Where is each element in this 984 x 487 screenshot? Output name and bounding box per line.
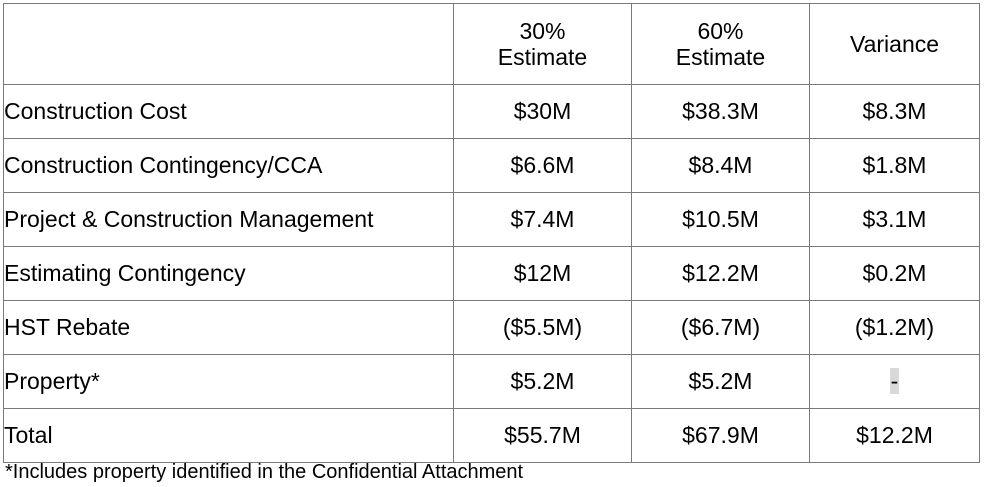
table-row: Construction Contingency/CCA $6.6M $8.4M… <box>3 138 980 193</box>
estimate-60-cell: $38.3M <box>631 84 810 139</box>
estimate-30-cell: $30M <box>453 84 632 139</box>
estimate-30-cell: $12M <box>453 246 632 301</box>
row-label: HST Rebate <box>3 300 454 355</box>
table-row: HST Rebate ($5.5M) ($6.7M) ($1.2M) <box>3 300 980 355</box>
estimate-60-cell: $8.4M <box>631 138 810 193</box>
row-label: Construction Cost <box>3 84 454 139</box>
variance-cell: $8.3M <box>809 84 980 139</box>
variance-cell: $3.1M <box>809 192 980 247</box>
footnote: *Includes property identified in the Con… <box>5 461 524 483</box>
row-label: Total <box>3 408 454 463</box>
header-blank-cell <box>3 3 454 85</box>
estimate-60-cell: $5.2M <box>631 354 810 409</box>
estimate-comparison-table: 30% Estimate 60% Estimate Variance Const… <box>3 3 980 463</box>
variance-cell: $1.8M <box>809 138 980 193</box>
row-label: Estimating Contingency <box>3 246 454 301</box>
row-label: Property* <box>3 354 454 409</box>
estimate-30-cell: ($5.5M) <box>453 300 632 355</box>
row-label: Project & Construction Management <box>3 192 454 247</box>
header-row: 30% Estimate 60% Estimate Variance <box>3 3 980 85</box>
estimate-30-cell: $55.7M <box>453 408 632 463</box>
variance-cell: $0.2M <box>809 246 980 301</box>
estimate-30-cell: $6.6M <box>453 138 632 193</box>
estimate-30-cell: $5.2M <box>453 354 632 409</box>
estimate-60-cell: $67.9M <box>631 408 810 463</box>
total-row: Total $55.7M $67.9M $12.2M <box>3 408 980 463</box>
estimate-60-cell: $12.2M <box>631 246 810 301</box>
estimate-60-cell: $10.5M <box>631 192 810 247</box>
header-60-estimate: 60% Estimate <box>631 3 810 85</box>
table-row: Construction Cost $30M $38.3M $8.3M <box>3 84 980 139</box>
header-variance: Variance <box>809 3 980 85</box>
variance-cell: - <box>809 354 980 409</box>
row-label: Construction Contingency/CCA <box>3 138 454 193</box>
table-row: Property* $5.2M $5.2M - <box>3 354 980 409</box>
table-row: Estimating Contingency $12M $12.2M $0.2M <box>3 246 980 301</box>
variance-cell: $12.2M <box>809 408 980 463</box>
header-30-estimate: 30% Estimate <box>453 3 632 85</box>
variance-dash: - <box>889 368 900 395</box>
variance-cell: ($1.2M) <box>809 300 980 355</box>
estimate-30-cell: $7.4M <box>453 192 632 247</box>
estimate-60-cell: ($6.7M) <box>631 300 810 355</box>
table-row: Project & Construction Management $7.4M … <box>3 192 980 247</box>
